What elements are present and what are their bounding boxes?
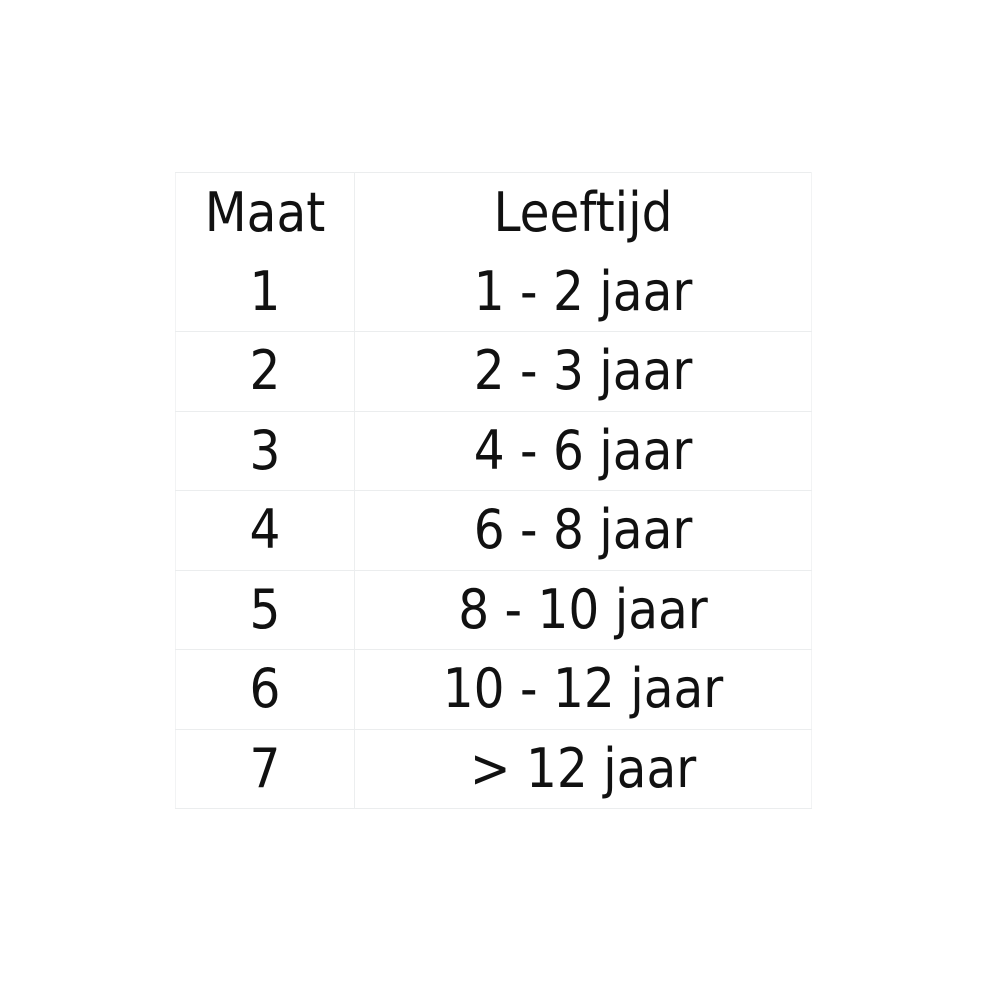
cell-leeftijd: 8 - 10 jaar <box>354 570 812 650</box>
table-body: 1 1 - 2 jaar 2 2 - 3 jaar 3 4 - 6 jaar 4… <box>175 252 812 809</box>
cell-maat: 7 <box>175 729 355 809</box>
table-row: 3 4 - 6 jaar <box>175 411 812 491</box>
table-row: 7 > 12 jaar <box>175 729 812 809</box>
table-row: 5 8 - 10 jaar <box>175 570 812 650</box>
cell-maat: 4 <box>175 490 355 571</box>
table-row: 6 10 - 12 jaar <box>175 649 812 730</box>
cell-maat: 3 <box>175 411 355 491</box>
cell-leeftijd: 1 - 2 jaar <box>354 252 812 332</box>
cell-leeftijd: > 12 jaar <box>469 736 697 800</box>
cell-leeftijd: 2 - 3 jaar <box>354 331 812 412</box>
column-header-maat: Maat <box>175 172 355 252</box>
column-header-leeftijd: Leeftijd <box>493 180 673 244</box>
table-row: 4 6 - 8 jaar <box>175 490 812 571</box>
cell-leeftijd: 4 - 6 jaar <box>354 411 812 491</box>
cell-leeftijd: 6 - 8 jaar <box>354 490 812 571</box>
cell-maat: 6 <box>175 649 355 730</box>
table-row: 2 2 - 3 jaar <box>175 331 812 412</box>
size-age-chart: Maat Leeftijd 1 1 - 2 jaar 2 2 - 3 jaar … <box>175 172 812 809</box>
cell-maat: 5 <box>175 570 355 650</box>
table-header-row: Maat Leeftijd <box>175 172 812 252</box>
cell-maat: 2 <box>175 331 355 412</box>
cell-leeftijd: 10 - 12 jaar <box>354 649 812 730</box>
cell-maat: 1 <box>175 252 355 332</box>
table-header: Maat Leeftijd <box>175 172 812 252</box>
table-row: 1 1 - 2 jaar <box>175 252 812 332</box>
